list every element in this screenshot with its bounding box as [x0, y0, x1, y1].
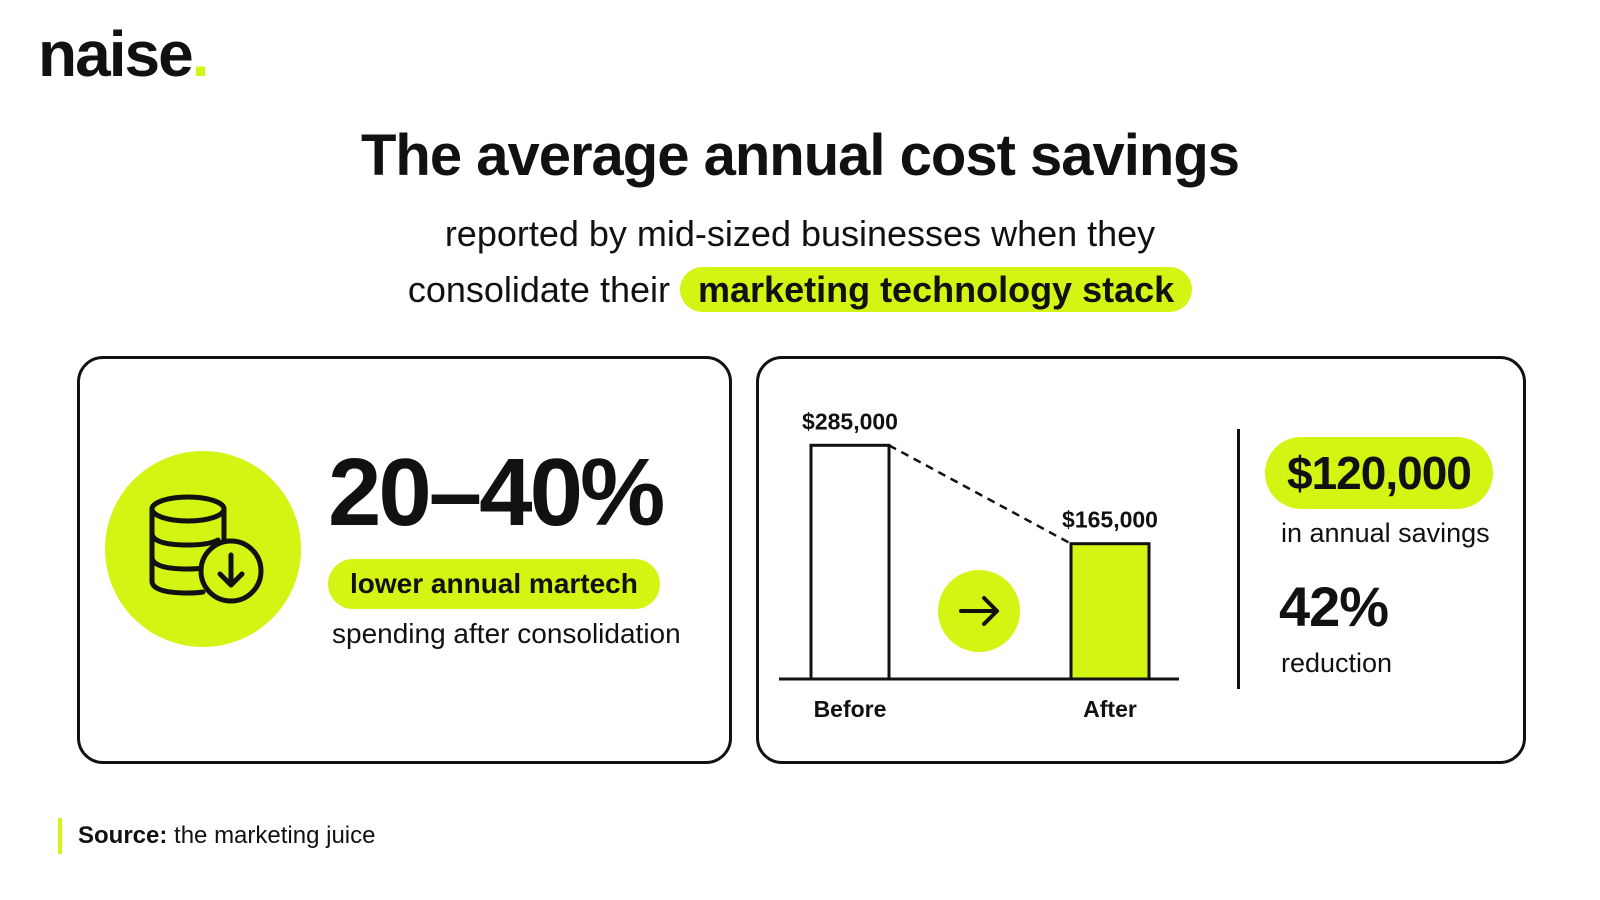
- category-label-before: Before: [814, 696, 887, 722]
- trend-connector: [888, 444, 1072, 545]
- page-title: The average annual cost savings: [360, 123, 1240, 188]
- page-subtitle: reported by mid-sized businesses when th…: [0, 206, 1600, 318]
- reduction-range-value: 20–40%: [328, 439, 665, 546]
- card-divider: [1237, 429, 1240, 689]
- value-label-before: $285,000: [802, 408, 898, 434]
- reduction-description: spending after consolidation: [332, 618, 681, 649]
- spending-reduction-card: 20–40% lower annual martech spending aft…: [77, 356, 732, 764]
- reduction-percent-label: reduction: [1281, 648, 1393, 678]
- brand-dot: .: [191, 18, 210, 90]
- annual-savings-label: in annual savings: [1281, 518, 1490, 548]
- arrow-right-icon: [938, 570, 1020, 652]
- category-label-after: After: [1083, 696, 1137, 722]
- annual-savings-value: $120,000: [1265, 437, 1493, 509]
- source-text: the marketing juice: [174, 822, 376, 849]
- bar-after: [1069, 542, 1151, 681]
- before-after-bar-chart: $285,000 Before $165,000 After: [779, 408, 1179, 722]
- value-label-after: $165,000: [1062, 507, 1158, 533]
- subtitle-line-2: consolidate their marketing technology s…: [0, 262, 1600, 318]
- brand-name: naise: [38, 18, 194, 90]
- subtitle-line-1: reported by mid-sized businesses when th…: [444, 213, 1156, 254]
- database-down-icon: [105, 451, 301, 647]
- reduction-pill: lower annual martech: [328, 559, 660, 609]
- source-label: Source:: [78, 822, 168, 849]
- bar-before: [809, 443, 891, 681]
- before-after-card: $285,000 Before $165,000 After $120,000 in …: [756, 356, 1526, 764]
- subtitle-prefix: consolidate their: [407, 269, 670, 310]
- reduction-percent-value: 42%: [1279, 575, 1389, 638]
- source-note: Source: the marketing juice: [58, 818, 375, 854]
- brand-logo: naise.: [38, 22, 209, 86]
- subtitle-highlight: marketing technology stack: [680, 267, 1193, 312]
